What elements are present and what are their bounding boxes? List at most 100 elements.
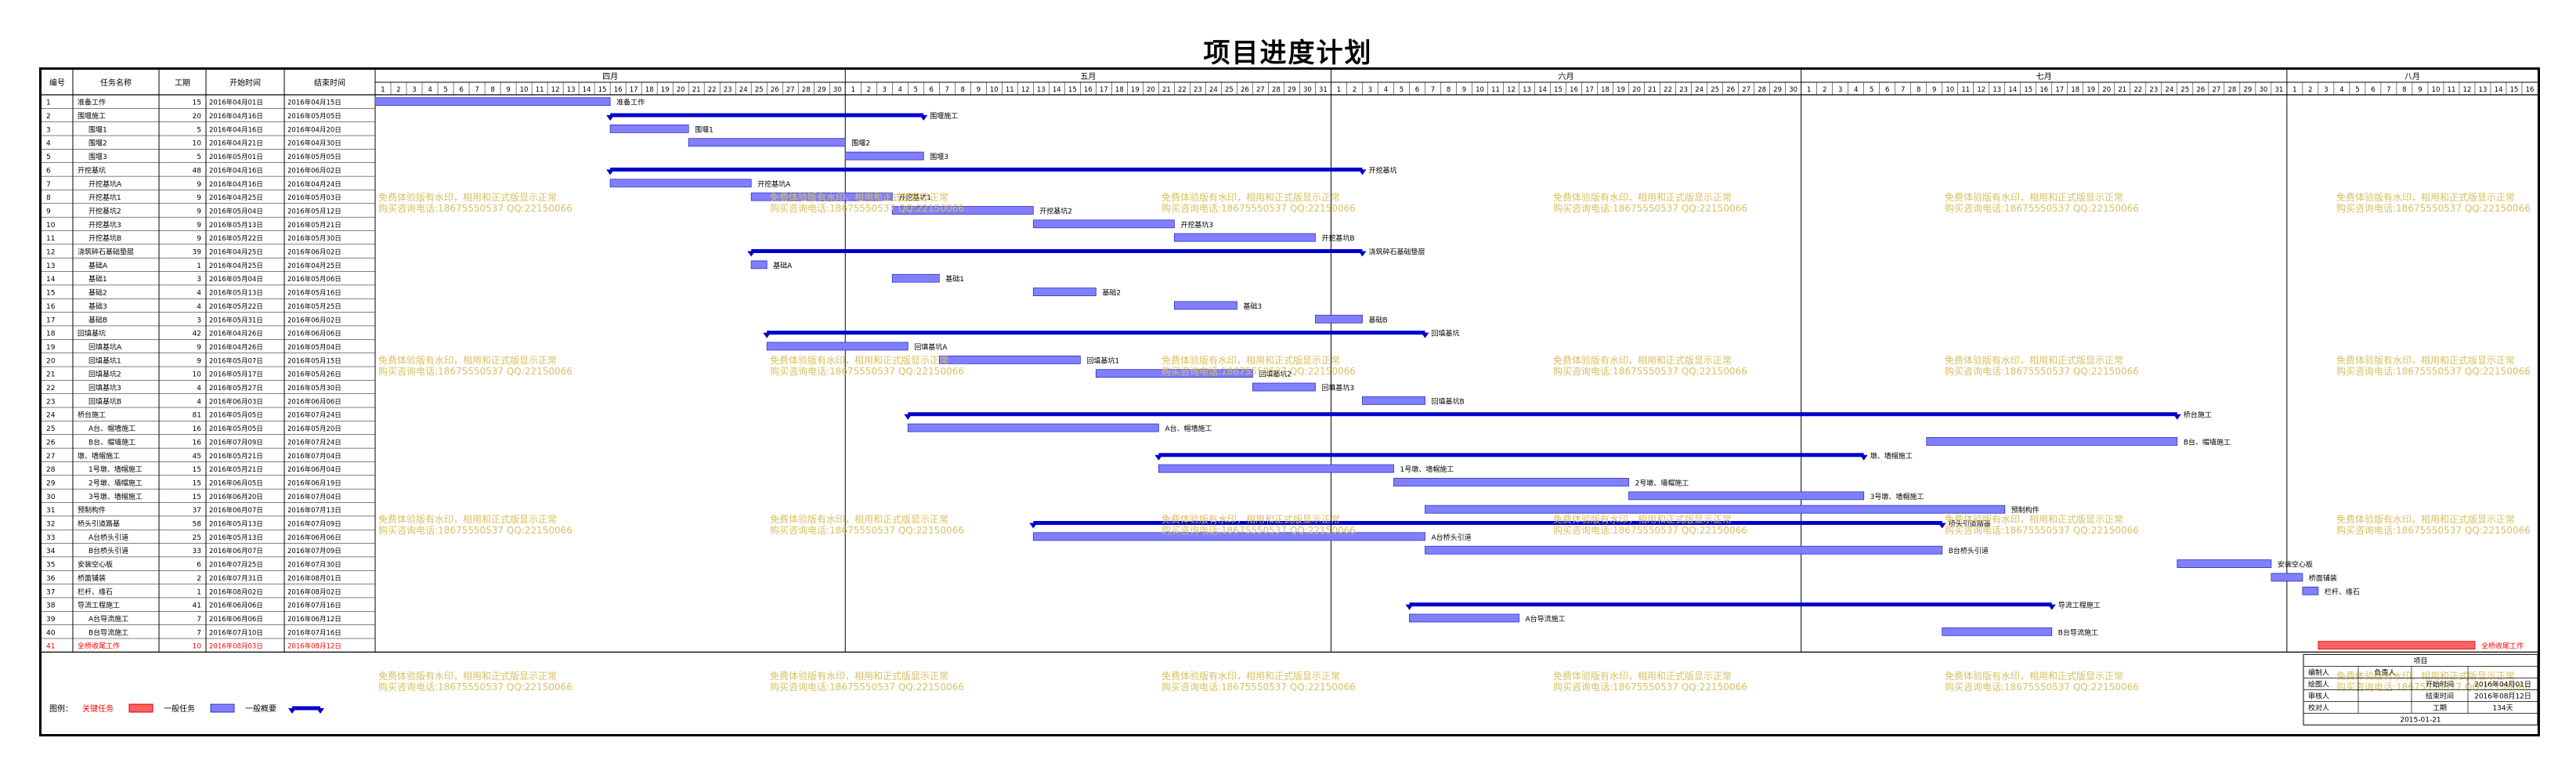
watermark-text: 购买咨询电话:18675550537 QQ:22150066 bbox=[1162, 365, 1356, 377]
day-label: 7 bbox=[1431, 86, 1435, 94]
day-label: 2 bbox=[396, 86, 400, 94]
task-start: 2016年04月01日 bbox=[209, 99, 263, 107]
watermark-text: 购买咨询电话:18675550537 QQ:22150066 bbox=[1162, 202, 1356, 214]
task-name: 安装空心板 bbox=[78, 560, 113, 570]
summary-end-marker bbox=[919, 115, 928, 121]
task-duration: 15 bbox=[193, 99, 201, 107]
day-label: 27 bbox=[1256, 86, 1265, 94]
row-number: 31 bbox=[46, 507, 55, 515]
task-start: 2016年06月06日 bbox=[209, 615, 263, 624]
bar-label: 全桥收尾工作 bbox=[2481, 642, 2524, 651]
watermark-text: 购买咨询电话:18675550537 QQ:22150066 bbox=[1553, 681, 1747, 693]
day-label: 15 bbox=[598, 86, 607, 94]
task-duration: 41 bbox=[193, 602, 201, 610]
task-name: 基础2 bbox=[89, 288, 107, 298]
task-start: 2016年05月05日 bbox=[209, 425, 263, 433]
day-label: 21 bbox=[1162, 86, 1171, 94]
task-bar bbox=[1362, 396, 1425, 405]
task-bar bbox=[907, 423, 1159, 432]
task-duration: 37 bbox=[193, 507, 201, 515]
day-label: 15 bbox=[2510, 86, 2519, 94]
day-label: 12 bbox=[1507, 86, 1516, 94]
watermark-text: 免费体验版有水印，相用和正式版显示正常 bbox=[770, 191, 948, 203]
day-label: 13 bbox=[1993, 86, 2001, 94]
day-label: 31 bbox=[1319, 86, 1328, 94]
legend-label: 图例： bbox=[49, 703, 73, 714]
watermark-text: 免费体验版有水印，相用和正式版显示正常 bbox=[1945, 191, 2123, 203]
task-start: 2016年06月05日 bbox=[209, 479, 263, 487]
task-name: 围堰1 bbox=[89, 125, 107, 134]
task-start: 2016年06月07日 bbox=[209, 506, 263, 515]
summary-bar bbox=[1158, 453, 1864, 458]
day-label: 6 bbox=[459, 86, 463, 94]
task-duration: 3 bbox=[197, 276, 201, 284]
task-start: 2016年07月10日 bbox=[209, 628, 263, 637]
day-label: 2 bbox=[2308, 86, 2312, 94]
summary-bar bbox=[610, 167, 1363, 172]
day-label: 27 bbox=[2212, 86, 2220, 94]
day-label: 28 bbox=[1758, 86, 1766, 94]
watermark-text: 免费体验版有水印，相用和正式版显示正常 bbox=[1553, 513, 1732, 525]
bar-label: B台、帽墙施工 bbox=[2184, 437, 2231, 447]
task-bar bbox=[1032, 219, 1175, 229]
day-label: 22 bbox=[1178, 86, 1187, 94]
task-bar bbox=[688, 138, 846, 147]
task-duration: 42 bbox=[193, 331, 201, 338]
watermark-text: 免费体验版有水印，相用和正式版显示正常 bbox=[2336, 513, 2515, 525]
watermark-text: 免费体验版有水印，相用和正式版显示正常 bbox=[1162, 513, 1340, 525]
row-number: 27 bbox=[46, 453, 55, 461]
info-cell: 审核人 bbox=[2308, 691, 2329, 700]
day-label: 7 bbox=[475, 86, 479, 94]
task-duration: 20 bbox=[193, 113, 202, 121]
row-number: 29 bbox=[46, 479, 56, 487]
task-finish: 2016年07月09日 bbox=[287, 547, 341, 555]
task-finish: 2016年06月02日 bbox=[287, 248, 341, 257]
legend-summary-swatch bbox=[292, 706, 320, 711]
day-label: 19 bbox=[661, 86, 670, 94]
row-number: 28 bbox=[46, 466, 56, 474]
day-label: 10 bbox=[1476, 86, 1484, 94]
watermark-text: 免费体验版有水印，相用和正式版显示正常 bbox=[770, 354, 948, 366]
bar-label: 3号墩、墙帽施工 bbox=[1870, 492, 1924, 501]
bar-label: A台桥头引道 bbox=[1431, 533, 1471, 542]
day-label: 5 bbox=[1400, 86, 1404, 94]
task-bar bbox=[766, 342, 909, 351]
task-name: 回填基坑2 bbox=[89, 370, 121, 379]
row-number: 37 bbox=[46, 588, 55, 596]
info-cell: 校对人 bbox=[2308, 703, 2329, 712]
task-finish: 2016年05月30日 bbox=[287, 384, 341, 392]
task-start: 2016年05月01日 bbox=[209, 153, 263, 161]
day-label: 4 bbox=[428, 86, 432, 94]
day-label: 11 bbox=[1491, 86, 1500, 94]
task-finish: 2016年06月19日 bbox=[287, 479, 341, 487]
day-label: 1 bbox=[851, 86, 855, 94]
bar-label: 基础A bbox=[773, 261, 793, 270]
watermark-text: 免费体验版有水印，相用和正式版显示正常 bbox=[770, 670, 948, 682]
bar-label: 栏杆、缘石 bbox=[2325, 587, 2360, 596]
row-number: 10 bbox=[46, 222, 56, 230]
watermark-text: 免费体验版有水印，相用和正式版显示正常 bbox=[2336, 670, 2515, 682]
legend-normal-label: 一般任务 bbox=[164, 703, 195, 714]
day-label: 7 bbox=[945, 86, 949, 94]
month-label: 七月 bbox=[2036, 72, 2052, 81]
row-number: 20 bbox=[46, 357, 56, 365]
task-start: 2016年04月25日 bbox=[209, 194, 263, 202]
day-label: 27 bbox=[1742, 86, 1750, 94]
bar-label: 开挖基坑 bbox=[1368, 165, 1396, 175]
day-label: 3 bbox=[1368, 86, 1372, 94]
row-number: 9 bbox=[46, 208, 51, 215]
bar-label: 墩、墙帽施工 bbox=[1870, 451, 1913, 461]
task-bar bbox=[374, 97, 611, 107]
task-duration: 48 bbox=[193, 167, 202, 175]
task-name: 2号墩、墙帽施工 bbox=[89, 478, 143, 487]
summary-end-marker bbox=[2173, 414, 2181, 420]
summary-start-marker bbox=[763, 332, 771, 338]
task-finish: 2016年07月16日 bbox=[287, 602, 341, 610]
day-label: 12 bbox=[1977, 86, 1985, 94]
task-start: 2016年05月27日 bbox=[209, 384, 263, 392]
day-label: 18 bbox=[1115, 86, 1124, 94]
task-name: A台、帽墙施工 bbox=[89, 424, 135, 433]
task-duration: 81 bbox=[193, 412, 201, 420]
row-number: 35 bbox=[46, 562, 55, 570]
